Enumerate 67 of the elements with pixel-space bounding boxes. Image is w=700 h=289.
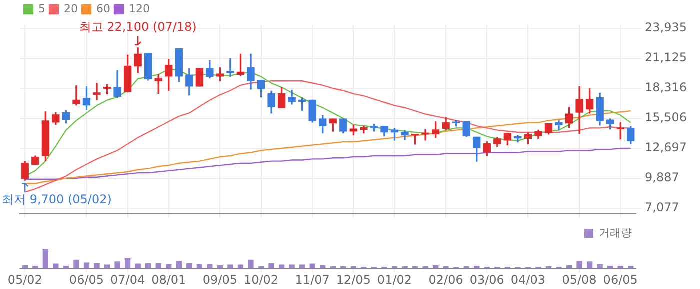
bar	[228, 264, 234, 269]
bar	[217, 266, 224, 269]
bar	[576, 261, 582, 269]
bar	[186, 263, 192, 269]
bar	[474, 266, 480, 269]
bar	[32, 266, 38, 269]
bar	[74, 260, 80, 269]
candlestick	[216, 67, 224, 82]
x-tick-label: 05/08	[562, 272, 597, 287]
y-tick-label: 9,887	[645, 170, 680, 185]
x-tick-label: 03/06	[470, 272, 504, 287]
annotation: 최고 22,100 (07/18)	[79, 20, 197, 34]
x-tick-label: 10/02	[244, 272, 279, 287]
y-tick-label: 12,697	[645, 140, 687, 155]
x-tick-label: 04/03	[510, 272, 546, 287]
bar	[42, 249, 48, 269]
bar	[166, 264, 172, 269]
bar	[608, 266, 614, 269]
bar	[597, 264, 603, 269]
x-tick-label: 12/05	[336, 272, 371, 287]
bar	[114, 262, 120, 269]
bar	[156, 263, 162, 269]
bar	[289, 264, 295, 269]
annotation: 최저 9,700 (05/02)	[2, 192, 112, 207]
bar	[618, 266, 624, 269]
bar	[104, 264, 110, 269]
bar	[300, 264, 306, 269]
x-tick-label: 02/06	[428, 272, 464, 287]
bar	[135, 264, 141, 269]
y-tick-label: 15,506	[645, 110, 687, 125]
x-tick-label: 05/02	[8, 272, 42, 287]
bar	[53, 264, 59, 269]
bar	[566, 266, 572, 269]
legend-label: 20	[64, 2, 78, 16]
bar	[238, 264, 244, 269]
y-tick-label: 23,935	[645, 20, 687, 34]
x-tick-label: 08/01	[152, 272, 186, 287]
y-tick-label: 18,316	[645, 80, 687, 95]
bar	[63, 266, 70, 269]
x-tick-label: 11/07	[295, 272, 330, 287]
bar	[176, 261, 182, 269]
bar	[278, 264, 285, 269]
y-tick-label: 7,077	[645, 200, 680, 215]
bar	[320, 266, 326, 269]
x-tick-label: 01/02	[377, 272, 412, 287]
legend-label: 120	[128, 2, 150, 16]
bar	[84, 262, 90, 269]
bar	[432, 266, 439, 269]
bar	[207, 264, 213, 269]
bar	[310, 264, 316, 269]
x-tick-label: 06/05	[69, 272, 104, 287]
bar	[586, 262, 593, 269]
bar	[146, 263, 152, 269]
bar	[94, 263, 100, 269]
legend-label: 60	[96, 2, 110, 16]
x-tick-label: 07/04	[110, 272, 146, 287]
bar	[22, 266, 28, 269]
bar	[268, 263, 274, 269]
bar	[248, 260, 254, 269]
bar	[196, 264, 202, 269]
x-tick-label: 06/05	[603, 272, 638, 287]
bar	[124, 258, 131, 269]
x-tick-label: 09/05	[202, 272, 238, 287]
bar	[628, 266, 634, 269]
y-tick-label: 21,125	[645, 50, 687, 65]
legend-label: 5	[38, 2, 46, 16]
legend-label: 거래량	[599, 226, 632, 240]
